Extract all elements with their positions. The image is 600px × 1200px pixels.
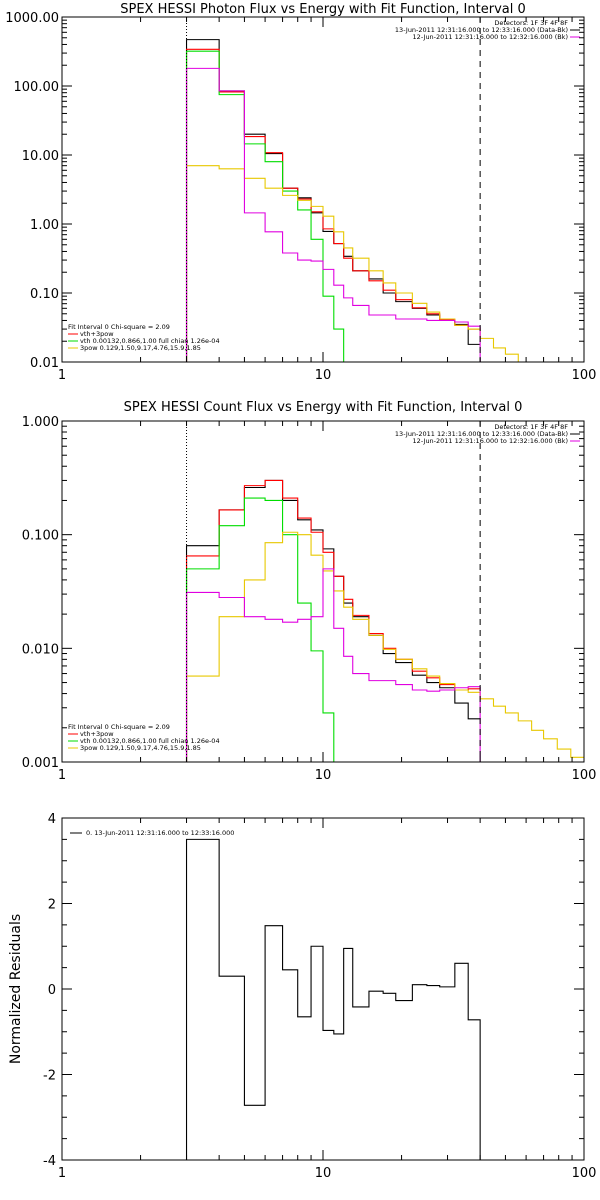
chart-1-series-vth-3pow <box>185 48 481 362</box>
chart-1-legend-bl-3: 3pow 0.129,1.50,9.17,4.76,15.9,1.85 <box>80 344 201 352</box>
chart-3-frame <box>61 817 585 1161</box>
chart-1-frame <box>61 16 585 363</box>
chart-2-ytick-label: 1.000 <box>22 415 59 430</box>
chart-1-ytick-label: 10.00 <box>22 149 59 164</box>
chart-1-xtick-label: 10 <box>315 368 332 383</box>
chart-3-ytick-label: 2 <box>48 898 56 913</box>
chart-2-frame <box>61 420 585 763</box>
chart-2-plot-area <box>185 479 584 762</box>
chart-2-title: SPEX HESSI Count Flux vs Energy with Fit… <box>124 400 523 415</box>
chart-1-series-3pow <box>185 165 544 362</box>
chart-1-title: SPEX HESSI Photon Flux vs Energy with Fi… <box>120 2 526 17</box>
chart-2-ytick-label: 0.100 <box>22 529 59 544</box>
chart-2-legend-bl-2: vth 0.00132,0.866,1.00 full chian 1.26e-… <box>80 737 220 745</box>
chart-3-xtick-label: 1 <box>58 1166 66 1181</box>
chart-1-ytick-label: 1000.00 <box>5 11 59 26</box>
chart-1-plot-area <box>185 39 544 362</box>
chart-1-ytick-label: 100.00 <box>14 80 60 95</box>
chart-2-ytick-label: 0.001 <box>22 756 59 771</box>
chart-3-xtick-label: 10 <box>315 1166 332 1181</box>
chart-1-xtick-label: 100 <box>572 368 597 383</box>
chart-2-series-3pow <box>185 531 584 762</box>
chart-1-legend-bl-0: Fit Interval 0 Chi-square = 2.09 <box>68 323 170 331</box>
chart-2-legend-bl-0: Fit Interval 0 Chi-square = 2.09 <box>68 723 170 731</box>
chart-1-xtick-label: 1 <box>58 368 66 383</box>
chart-3-ytick-label: -2 <box>43 1069 56 1084</box>
chart-2-legend-bl-3: 3pow 0.129,1.50,9.17,4.76,15.9,1.85 <box>80 744 201 752</box>
chart-3-legend-0: 0. 13-Jun-2011 12:31:16.000 to 12:33:16.… <box>86 829 234 837</box>
chart-2-legend-bl-1: vth+3pow <box>80 730 114 738</box>
chart-2-xtick-label: 1 <box>58 768 66 783</box>
chart-1-ytick-label: 0.10 <box>30 287 59 302</box>
chart-3-ylabel: Normalized Residuals <box>8 914 24 1064</box>
chart-2-series-vth <box>185 497 481 762</box>
chart-2-legend-tr-2: 12-Jun-2011 12:31:16.000 to 12:32:16.000… <box>413 437 568 445</box>
chart-2-ytick-label: 0.010 <box>22 642 59 657</box>
chart-3-ytick-label: -4 <box>43 1154 56 1169</box>
chart-1-legend-tr-1: 13-Jun-2011 12:31:16.000 to 12:33:16.000… <box>395 26 568 34</box>
chart-1-legend-bl-2: vth 0.00132,0.866,1.00 full chian 1.26e-… <box>80 337 220 345</box>
chart-2-legend-tr-1: 13-Jun-2011 12:31:16.000 to 12:33:16.000… <box>395 430 568 438</box>
chart-1-ytick-label: 1.00 <box>30 218 59 233</box>
chart-2-legend-tr-0: Detectors: 1F 3F 4F 8F <box>494 423 568 431</box>
chart-3-ytick-label: 0 <box>48 983 56 998</box>
chart-2-xtick-label: 10 <box>315 768 332 783</box>
chart-2-xtick-label: 100 <box>572 768 597 783</box>
chart-2-series-bk <box>185 568 481 762</box>
chart-1-legend-tr-0: Detectors: 1F 3F 4F 8F <box>494 19 568 27</box>
chart-3-xtick-label: 100 <box>572 1166 597 1181</box>
chart-1-legend-bl-1: vth+3pow <box>80 330 114 338</box>
chart-1-legend-tr-2: 12-Jun-2011 12:31:16.000 to 12:32:16.000… <box>413 33 568 41</box>
chart-3-residuals-series <box>185 838 481 1160</box>
chart-1-series-bk <box>185 67 481 362</box>
chart-1-ytick-label: 0.01 <box>30 356 59 371</box>
chart-3-ytick-label: 4 <box>48 812 56 827</box>
chart-3-plot-area <box>185 838 481 1160</box>
